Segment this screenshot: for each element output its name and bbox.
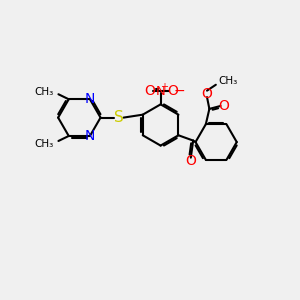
Text: CH₃: CH₃ xyxy=(34,139,53,148)
Text: CH₃: CH₃ xyxy=(34,87,53,97)
Text: CH₃: CH₃ xyxy=(218,76,238,86)
Text: O: O xyxy=(185,154,196,168)
Text: N: N xyxy=(85,92,95,106)
Text: N: N xyxy=(156,85,166,98)
Text: +: + xyxy=(160,82,168,92)
Text: O: O xyxy=(218,99,229,113)
Text: N: N xyxy=(85,129,95,143)
Text: S: S xyxy=(114,110,124,125)
Text: O: O xyxy=(202,87,212,101)
Text: O: O xyxy=(144,84,155,98)
Text: O: O xyxy=(167,84,178,98)
Text: −: − xyxy=(174,84,185,98)
